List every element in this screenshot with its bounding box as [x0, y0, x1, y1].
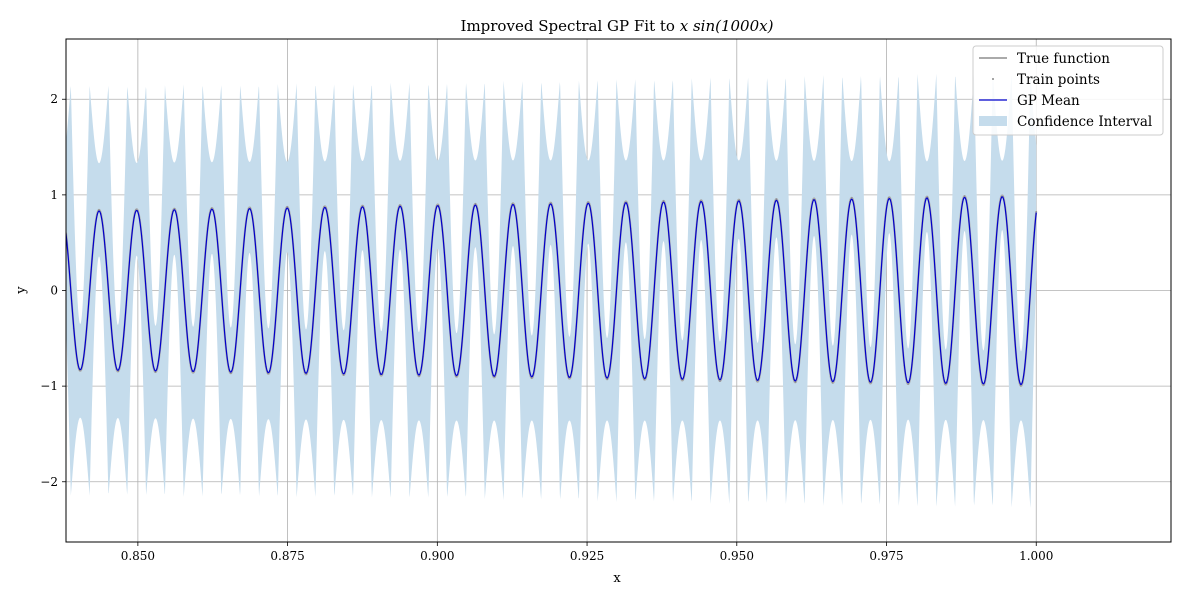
- confidence-interval-band: [66, 72, 1037, 509]
- train-point: [98, 209, 100, 211]
- train-point: [474, 203, 477, 205]
- train-point: [306, 373, 308, 375]
- legend-confidence-interval-swatch: [979, 116, 1007, 126]
- train-point: [267, 372, 269, 375]
- train-point: [455, 375, 457, 378]
- train-point: [550, 202, 552, 204]
- y-tick-label: 1: [50, 188, 58, 202]
- train-point: [154, 371, 156, 373]
- legend-gp-mean-label: GP Mean: [1017, 93, 1080, 109]
- train-point: [963, 195, 966, 197]
- train-point: [831, 382, 834, 384]
- train-point: [210, 207, 213, 209]
- train-point: [362, 205, 364, 207]
- train-point: [342, 374, 345, 376]
- train-point: [418, 375, 420, 377]
- y-tick-label: 0: [50, 284, 58, 298]
- train-point: [907, 383, 909, 385]
- y-axis-ticks: −2 −1 0 1 2: [40, 92, 66, 489]
- train-point: [399, 204, 401, 206]
- y-tick-label: 2: [50, 92, 58, 106]
- y-tick-label: −2: [40, 475, 58, 489]
- train-point: [117, 370, 119, 372]
- x-tick-label: 0.850: [121, 549, 155, 563]
- legend-box: [972, 45, 1164, 136]
- train-point: [719, 380, 721, 382]
- train-point: [1020, 385, 1022, 387]
- chart-title: Improved Spectral GP Fit to x sin(1000x): [461, 17, 774, 35]
- train-point: [663, 200, 665, 202]
- x-tick-label: 0.900: [420, 549, 454, 563]
- train-point: [983, 384, 985, 386]
- train-point: [775, 198, 777, 200]
- train-point: [851, 197, 853, 199]
- train-point: [699, 200, 702, 202]
- train-point: [230, 372, 232, 374]
- x-tick-label: 0.975: [869, 549, 903, 563]
- train-point: [738, 199, 740, 201]
- train-point: [926, 196, 929, 198]
- train-point: [606, 378, 609, 380]
- train-point: [531, 377, 533, 379]
- legend: True function Train points GP Mean Confi…: [972, 45, 1164, 136]
- x-tick-label: 0.875: [270, 549, 304, 563]
- train-point: [587, 201, 589, 203]
- gp-mean-line: [66, 196, 1037, 386]
- x-axis-ticks: 0.850 0.875 0.900 0.925 0.950 0.975 1.000: [121, 542, 1053, 563]
- train-point: [888, 196, 890, 199]
- title-math: x sin(1000x): [680, 17, 774, 35]
- y-tick-label: −1: [40, 379, 58, 393]
- legend-train-points-label: Train points: [1017, 72, 1100, 88]
- y-axis-label: y: [14, 286, 29, 295]
- x-tick-label: 0.950: [720, 549, 754, 563]
- x-tick-label: 1.000: [1019, 549, 1053, 563]
- x-tick-label: 0.925: [570, 549, 604, 563]
- train-point: [643, 379, 645, 381]
- train-point: [286, 206, 288, 208]
- train-point: [795, 381, 797, 383]
- legend-train-points-swatch: [992, 78, 994, 80]
- x-axis-label: x: [613, 571, 621, 586]
- legend-true-function-label: True function: [1017, 51, 1110, 67]
- legend-confidence-interval-label: Confidence Interval: [1017, 114, 1152, 130]
- train-point: [1035, 210, 1037, 213]
- train-point: [174, 208, 176, 210]
